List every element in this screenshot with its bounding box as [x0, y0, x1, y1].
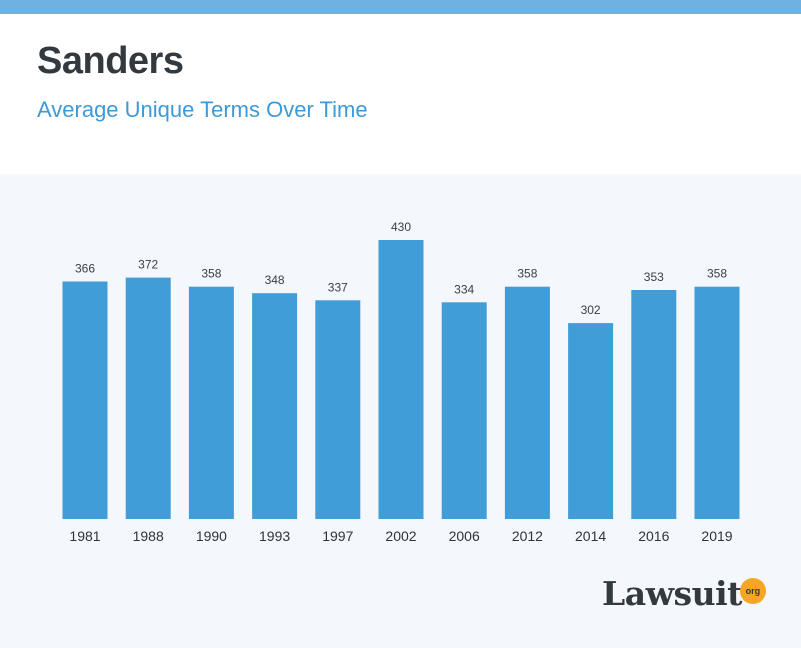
- bar-2016: [631, 290, 677, 519]
- bar-2014: [568, 323, 614, 519]
- data-label-2002: 430: [391, 220, 411, 234]
- x-tick-label-2016: 2016: [638, 528, 669, 544]
- page-title: Sanders: [37, 40, 184, 82]
- x-tick-label-2002: 2002: [385, 528, 416, 544]
- chart-area: 366 1981 372 1988 358 1990 348 1993 337 1997 430 20…: [0, 174, 801, 648]
- logo-wordmark: Lawsuit: [602, 574, 742, 613]
- x-tick-label-2012: 2012: [512, 528, 543, 544]
- bar-2006: [441, 302, 487, 519]
- data-label-1997: 337: [328, 280, 348, 294]
- bar-2019: [694, 286, 740, 519]
- x-tick-label-2006: 2006: [449, 528, 480, 544]
- bar-2002: [378, 240, 424, 519]
- bar-1988: [125, 277, 171, 519]
- x-tick-label-2014: 2014: [575, 528, 606, 544]
- x-tick-label-2019: 2019: [701, 528, 732, 544]
- x-tick-label-1997: 1997: [322, 528, 353, 544]
- x-tick-label-1993: 1993: [259, 528, 290, 544]
- data-label-2006: 334: [454, 282, 474, 296]
- bar-chart: 366 1981 372 1988 358 1990 348 1993 337 1997 430 20…: [62, 220, 740, 544]
- data-label-2012: 358: [517, 267, 537, 281]
- data-label-1990: 358: [201, 267, 221, 281]
- bar-1990: [188, 286, 234, 519]
- x-tick-label-1990: 1990: [196, 528, 227, 544]
- header: [0, 14, 801, 174]
- top-accent-bar: [0, 0, 801, 14]
- lawsuit-org-logo: Lawsuit org: [602, 572, 766, 616]
- x-tick-label-1981: 1981: [69, 528, 100, 544]
- data-label-2019: 358: [707, 267, 727, 281]
- data-label-1993: 348: [265, 273, 285, 287]
- chart-subtitle: Average Unique Terms Over Time: [37, 97, 368, 122]
- bar-1981: [62, 281, 108, 519]
- bar-1993: [252, 293, 298, 519]
- bar-2012: [504, 286, 550, 519]
- data-label-1981: 366: [75, 262, 95, 276]
- data-label-1988: 372: [138, 258, 158, 272]
- data-label-2016: 353: [644, 270, 664, 284]
- x-tick-label-1988: 1988: [133, 528, 164, 544]
- data-label-2014: 302: [581, 303, 601, 317]
- bar-1997: [315, 300, 361, 519]
- logo-badge: org: [739, 578, 766, 604]
